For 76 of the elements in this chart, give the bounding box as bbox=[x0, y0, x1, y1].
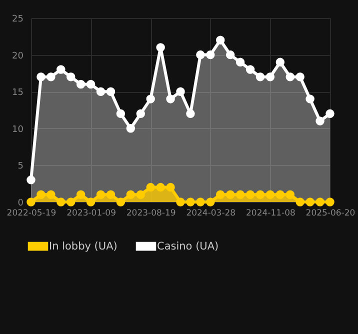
point bbox=[296, 198, 304, 206]
point bbox=[86, 198, 96, 206]
point bbox=[106, 87, 116, 96]
point bbox=[176, 87, 185, 96]
point bbox=[326, 109, 334, 118]
point bbox=[96, 190, 106, 200]
point bbox=[156, 43, 165, 52]
point bbox=[196, 198, 205, 206]
x-tick-label: 2023-01-09 bbox=[66, 208, 116, 218]
point bbox=[286, 72, 295, 82]
point bbox=[266, 72, 275, 82]
point bbox=[326, 198, 334, 206]
y-tick-label: 15 bbox=[12, 88, 24, 98]
point bbox=[306, 94, 314, 104]
y-tick-label: 0 bbox=[18, 198, 24, 208]
point bbox=[136, 190, 146, 200]
point bbox=[236, 190, 245, 200]
point bbox=[266, 190, 275, 200]
point bbox=[86, 80, 96, 89]
point bbox=[166, 94, 175, 104]
point bbox=[246, 190, 255, 200]
x-tick-label: 2024-11-08 bbox=[246, 208, 296, 218]
point bbox=[116, 198, 126, 206]
point bbox=[76, 80, 86, 89]
point bbox=[26, 176, 36, 184]
y-tick-label: 10 bbox=[12, 124, 24, 135]
point bbox=[76, 190, 86, 200]
point bbox=[316, 116, 324, 126]
point bbox=[156, 182, 165, 192]
point bbox=[276, 190, 285, 200]
point bbox=[26, 198, 36, 206]
point bbox=[56, 65, 66, 74]
point bbox=[206, 50, 215, 60]
point bbox=[246, 65, 255, 74]
x-tick-label: 2024-03-28 bbox=[186, 208, 236, 218]
point bbox=[66, 72, 76, 82]
legend-label: In lobby (UA) bbox=[49, 240, 118, 252]
x-tick-label: 2023-08-19 bbox=[126, 208, 176, 218]
point bbox=[146, 94, 155, 104]
point bbox=[106, 190, 116, 200]
point bbox=[96, 87, 106, 96]
point bbox=[36, 72, 46, 82]
y-tick-label: 20 bbox=[12, 51, 24, 62]
point bbox=[36, 190, 46, 200]
point bbox=[206, 198, 215, 206]
point bbox=[306, 198, 314, 206]
point bbox=[236, 58, 245, 67]
point bbox=[176, 198, 185, 206]
x-tick-label: 2022-05-19 bbox=[6, 208, 56, 218]
point bbox=[216, 36, 225, 44]
y-tick-label: 5 bbox=[18, 162, 24, 172]
point bbox=[276, 58, 285, 67]
point bbox=[146, 182, 155, 192]
point bbox=[46, 190, 56, 200]
point bbox=[66, 198, 76, 206]
x-tick-label: 2025-06-20 bbox=[306, 208, 356, 218]
point bbox=[46, 72, 56, 82]
y-tick-label: 25 bbox=[12, 14, 24, 24]
point bbox=[186, 198, 195, 206]
point bbox=[166, 182, 175, 192]
point bbox=[226, 190, 235, 200]
point bbox=[286, 190, 295, 200]
point bbox=[316, 198, 324, 206]
legend-label: Casino (UA) bbox=[157, 240, 219, 252]
point bbox=[256, 72, 265, 82]
point bbox=[56, 198, 66, 206]
point bbox=[126, 190, 136, 200]
point bbox=[296, 72, 304, 82]
point bbox=[136, 109, 146, 118]
point bbox=[216, 190, 225, 200]
point bbox=[116, 109, 126, 118]
point bbox=[126, 124, 136, 133]
point bbox=[256, 190, 265, 200]
point bbox=[186, 109, 195, 118]
point bbox=[196, 50, 205, 60]
point bbox=[226, 50, 235, 60]
